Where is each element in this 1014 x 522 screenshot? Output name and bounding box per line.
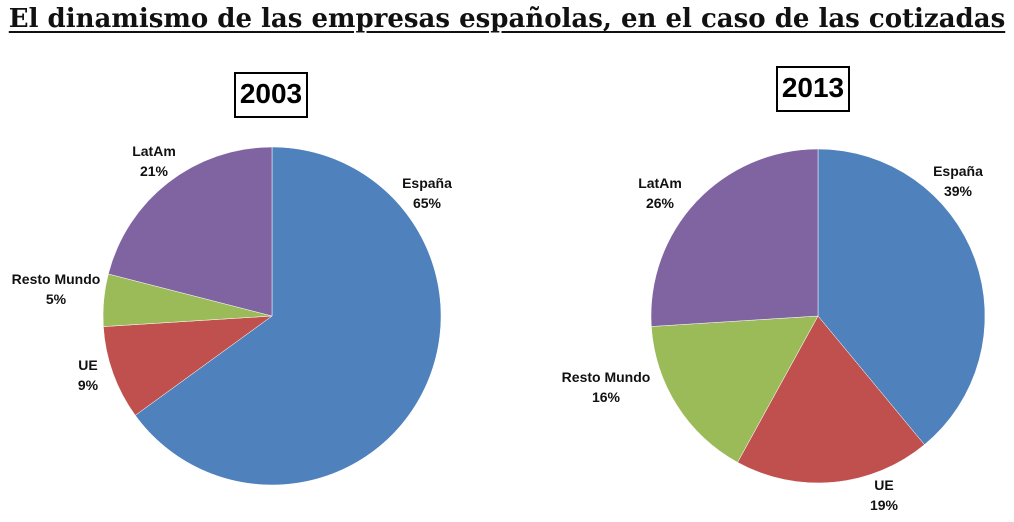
slice-value-2003-espana: 65% [413, 195, 442, 211]
pie-slice-2013-resto-mundo [651, 315, 819, 463]
slice-label-2013-ue: UE [874, 477, 893, 493]
slice-label-2013-latam: LatAm [638, 175, 682, 191]
pie-slice-2013-espana [817, 148, 986, 446]
slice-label-2013-resto-mundo: Resto Mundo [562, 369, 651, 385]
slice-value-2013-espana: 39% [944, 183, 973, 199]
pie-slice-2003-espana [134, 146, 442, 486]
chart-title-2013: 2013 [776, 66, 850, 112]
pie-slice-2003-latam [108, 146, 273, 317]
slice-label-2003-espana: España [402, 175, 452, 191]
slice-value-2013-ue: 19% [870, 497, 899, 513]
page-title-text: El dinamismo de las empresas españolas, … [8, 4, 1006, 34]
slice-label-2003-resto-mundo: Resto Mundo [12, 271, 101, 287]
slice-label-2003-ue: UE [78, 357, 97, 373]
slice-value-2003-resto-mundo: 5% [46, 291, 67, 307]
pie-slice-2013-ue [737, 315, 925, 484]
page-title: El dinamismo de las empresas españolas, … [0, 4, 1014, 34]
slice-value-2013-resto-mundo: 16% [592, 389, 621, 405]
slice-value-2013-latam: 26% [646, 195, 675, 211]
slice-value-2003-latam: 21% [140, 163, 169, 179]
pie-slice-2003-ue [103, 315, 273, 416]
slice-label-2013-espana: España [933, 163, 983, 179]
pie-slice-2013-latam [650, 148, 819, 327]
slice-value-2003-ue: 9% [78, 377, 99, 393]
chart-title-2003: 2003 [234, 72, 308, 118]
slice-label-2003-latam: LatAm [132, 143, 176, 159]
